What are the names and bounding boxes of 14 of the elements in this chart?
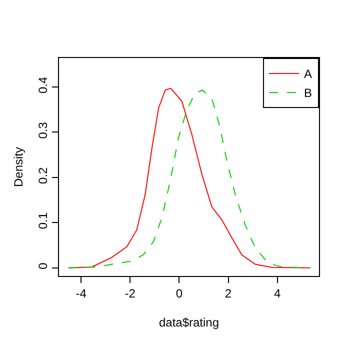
x-tick-label: -4 [76, 286, 87, 300]
legend-label: B [304, 86, 312, 100]
x-tick-label: 0 [176, 286, 183, 300]
x-tick-label: 2 [224, 286, 232, 300]
y-tick-label: 0.3 [36, 122, 50, 139]
legend-label: A [304, 67, 312, 82]
y-tick-label: 0.4 [36, 76, 50, 94]
y-tick-label: 0 [36, 262, 50, 270]
y-tick-label: 0.1 [36, 212, 50, 230]
x-axis-title: data$rating [158, 315, 220, 330]
x-tick-label: -2 [124, 286, 136, 300]
x-tick-label: 4 [274, 286, 281, 300]
y-tick-label: 0.2 [36, 166, 50, 184]
y-axis-title: Density [12, 146, 26, 188]
